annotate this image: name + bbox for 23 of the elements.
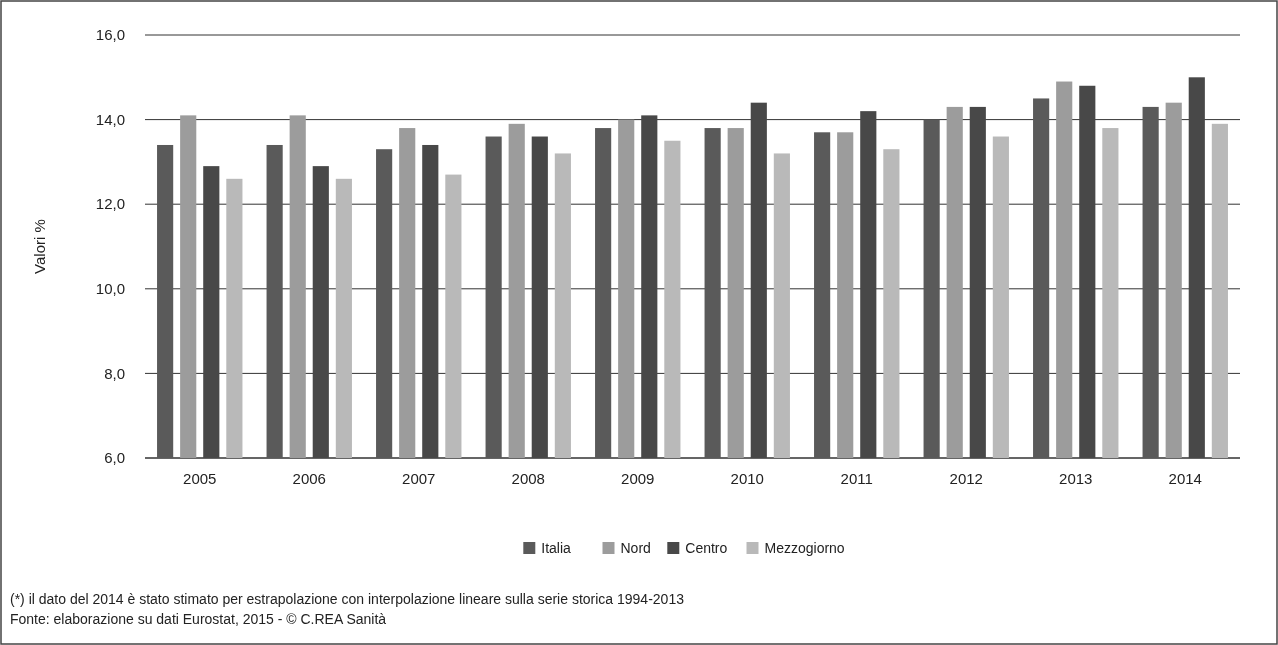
y-tick-label: 12,0 [95, 195, 125, 213]
y-tick-label: 6,0 [104, 449, 125, 467]
y-tick-label: 8,0 [104, 364, 125, 382]
legend-label: Mezzogiorno [764, 539, 845, 556]
x-tick-label: 2009 [621, 470, 655, 487]
x-tick-label: 2006 [292, 470, 326, 487]
legend-label: Nord [620, 539, 651, 556]
x-tick-label: 2012 [949, 470, 983, 487]
x-tick-label: 2005 [183, 470, 217, 487]
y-tick-label: 10,0 [95, 280, 125, 298]
text: (*) il dato del 2014 è stato stimato per estrapolazione con interpolazione lineare sulla serie storica 1994-2013 [10, 591, 685, 607]
y-axis-title: Valori % [31, 219, 48, 274]
x-tick-label: 2007 [402, 470, 436, 487]
y-tick-label: 14,0 [95, 110, 125, 128]
legend-label: Italia [541, 539, 572, 556]
legend-label: Centro [685, 539, 728, 556]
y-tick-label: 16,0 [95, 26, 125, 44]
x-tick-label: 2013 [1059, 470, 1093, 487]
source-note: Fonte: elaborazione su dati Eurostat, 2015 - © C.REA Sanità [10, 611, 387, 627]
x-tick-label: 2010 [730, 470, 764, 487]
x-tick-label: 2014 [1168, 470, 1202, 487]
x-tick-label: 2011 [840, 470, 873, 487]
x-tick-label: 2008 [511, 470, 545, 487]
